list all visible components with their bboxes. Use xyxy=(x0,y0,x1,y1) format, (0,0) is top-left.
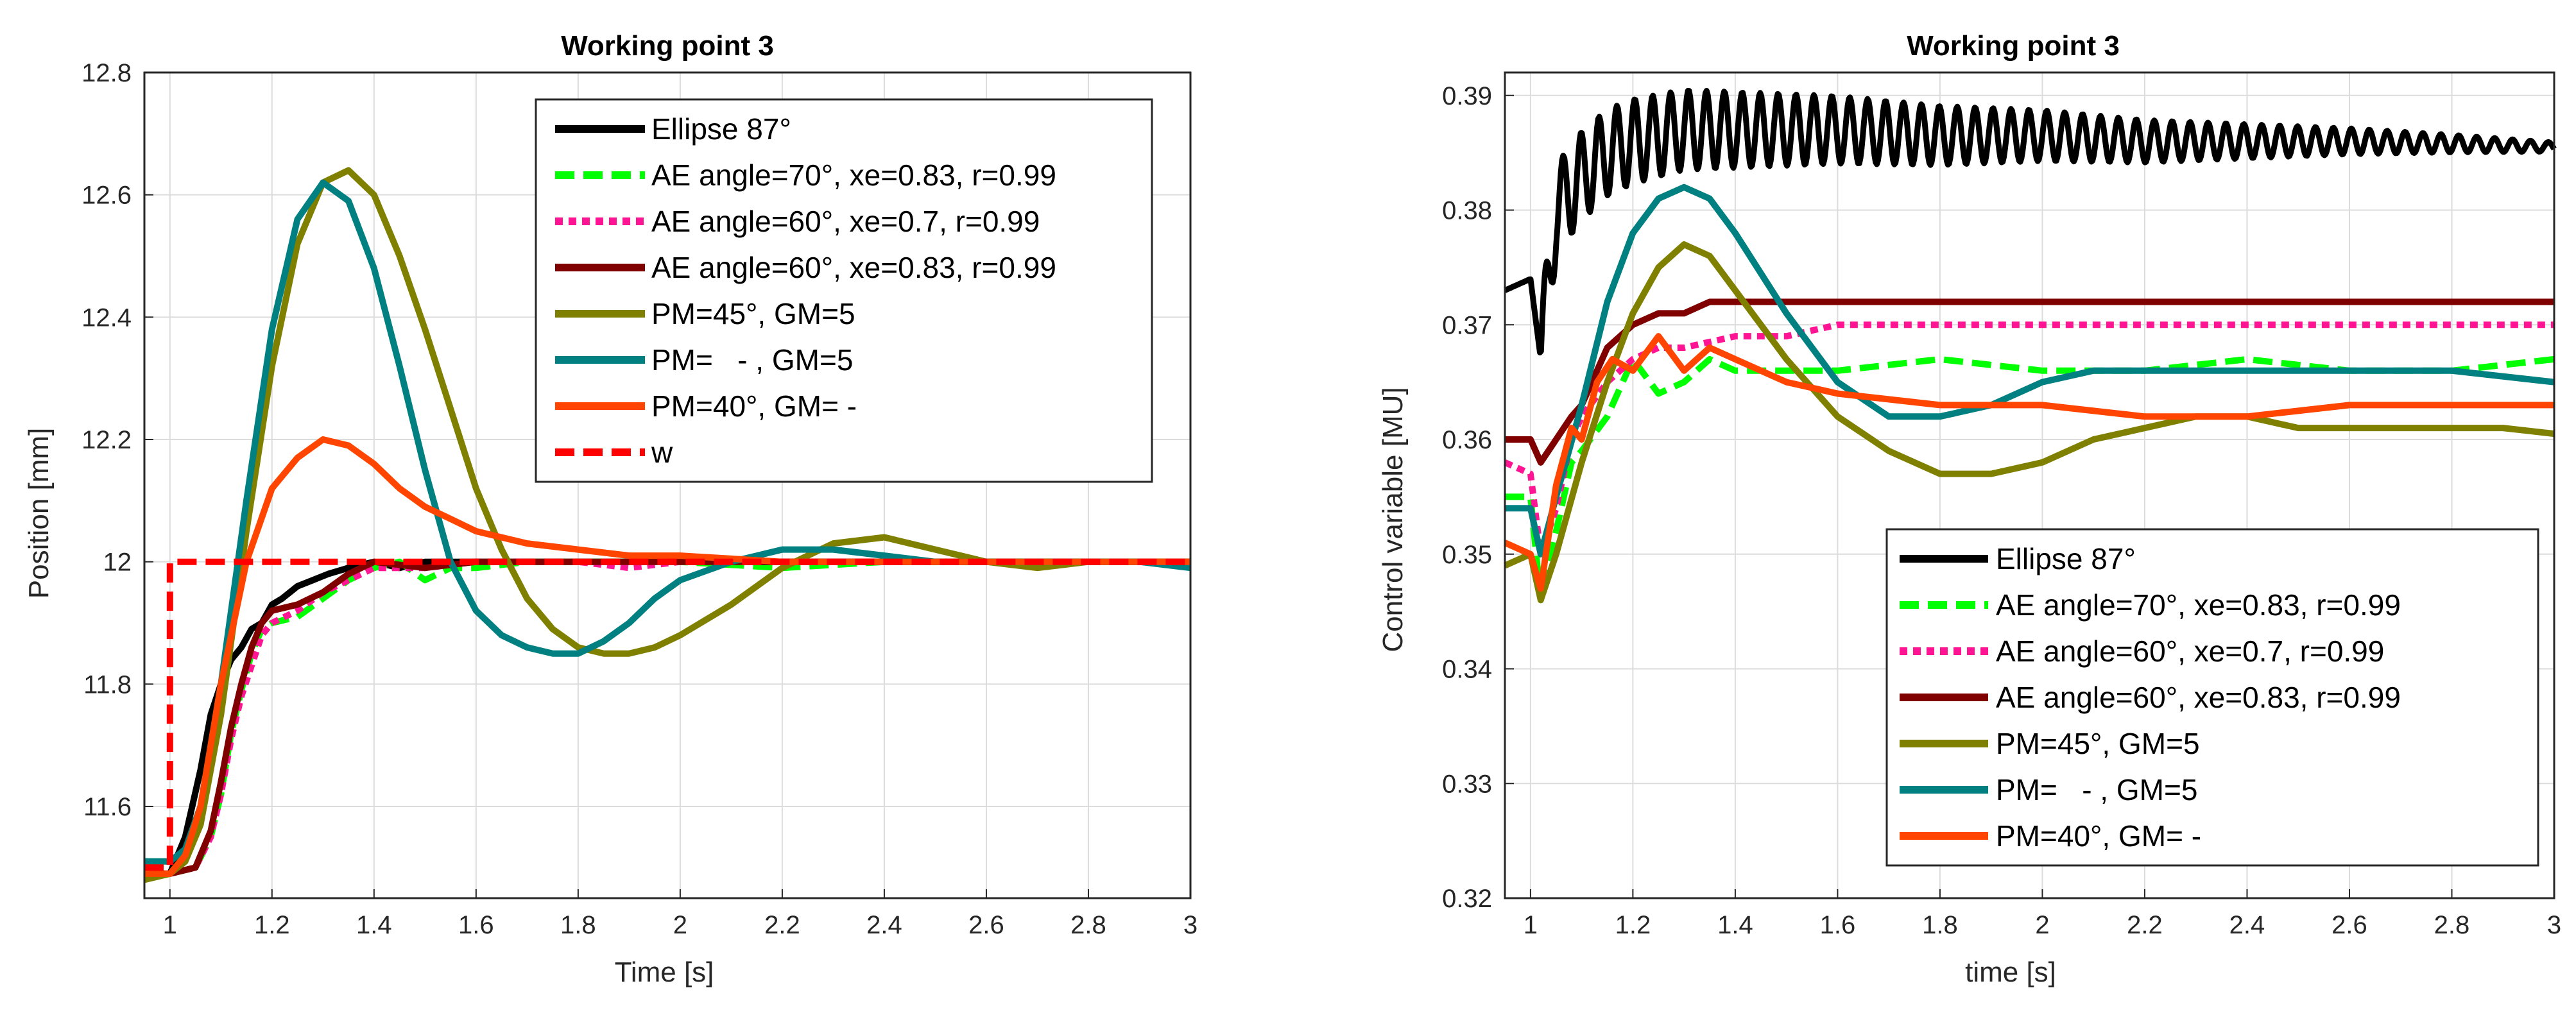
control-legend: Ellipse 87° AE angle=70°, xe=0.83, r=0.99… xyxy=(1885,528,2539,867)
position-series-line-w xyxy=(144,558,1190,871)
control-y-tick-label: 0.34 xyxy=(1442,656,1492,684)
control-y-tick-label: 0.33 xyxy=(1442,770,1492,798)
control-series-line-ae-angle-60-xe-0-83-r-0-99 xyxy=(1505,298,2554,466)
control-legend-label: PM=40°, GM= - xyxy=(1996,819,2201,853)
position-x-tick-label: 1 xyxy=(163,911,177,939)
control-y-tick-label: 0.32 xyxy=(1442,885,1492,913)
position-x-tick-label: 2.6 xyxy=(968,911,1004,939)
control-axes-box xyxy=(1504,71,2555,899)
position-y-tick-label: 12.4 xyxy=(82,303,132,332)
control-series-line-pm-40-gm xyxy=(1503,333,2554,592)
position-legend-label: w xyxy=(651,436,673,469)
control-y-tick-label: 0.39 xyxy=(1442,82,1492,110)
control-y-tick-label: 0.38 xyxy=(1442,197,1492,225)
control-legend-label: PM=45°, GM=5 xyxy=(1996,727,2200,760)
control-x-tick-label: 2.4 xyxy=(2229,911,2265,939)
position-y-axis-label: Position [mm] xyxy=(23,428,55,599)
control-x-axis-label: time [s] xyxy=(1965,957,2056,988)
control-tick-labels: 1 1.2 1.4 1.6 1.8 2 2.2 2.4 2.6 2.8 3 0.32 0.33 0.34 0… xyxy=(1442,82,2561,939)
position-x-tick-label: 1.6 xyxy=(458,911,494,939)
position-legend-label: AE angle=70°, xe=0.83, r=0.99 xyxy=(651,158,1056,192)
position-x-tick-label: 2.8 xyxy=(1070,911,1106,939)
position-y-tick-label: 11.6 xyxy=(83,793,132,821)
control-x-tick-label: 1.8 xyxy=(1922,911,1958,939)
control-series-line-ae-angle-70-xe-0-83-r-0-99 xyxy=(1505,355,2555,604)
control-x-tick-label: 2.8 xyxy=(2434,911,2470,939)
control-legend-label: AE angle=60°, xe=0.83, r=0.99 xyxy=(1996,681,2401,714)
position-legend-label: PM=45°, GM=5 xyxy=(651,297,855,330)
position-x-tick-label: 2.4 xyxy=(866,911,902,939)
position-x-tick-label: 3 xyxy=(1183,911,1198,939)
position-legend-label: AE angle=60°, xe=0.83, r=0.99 xyxy=(651,251,1056,284)
position-legend: Ellipse 87° AE angle=70°, xe=0.83, r=0.99… xyxy=(535,98,1153,483)
control-legend-label: AE angle=60°, xe=0.7, r=0.99 xyxy=(1996,634,2384,668)
control-x-tick-label: 1.2 xyxy=(1615,911,1651,939)
position-y-tick-label: 12.2 xyxy=(82,426,132,454)
control-x-tick-label: 2 xyxy=(2035,911,2049,939)
control-x-tick-label: 2.6 xyxy=(2331,911,2367,939)
position-legend-label: Ellipse 87° xyxy=(651,112,791,146)
position-series xyxy=(143,167,1191,883)
position-y-tick-label: 12.8 xyxy=(82,59,132,87)
control-legend-label: AE angle=70°, xe=0.83, r=0.99 xyxy=(1996,588,2401,622)
control-x-tick-label: 1.6 xyxy=(1820,911,1856,939)
position-x-tick-label: 1.2 xyxy=(254,911,290,939)
position-legend-label: AE angle=60°, xe=0.7, r=0.99 xyxy=(651,205,1040,238)
control-y-tick-label: 0.37 xyxy=(1442,311,1492,339)
position-x-tick-label: 2 xyxy=(673,911,687,939)
position-tick-labels: 1 1.2 1.4 1.6 1.8 2 2.2 2.4 2.6 2.8 3 11.6 11.8 12 12.… xyxy=(82,59,1198,939)
position-chart-title: Working point 3 xyxy=(561,30,774,62)
control-series xyxy=(1503,88,2557,604)
control-legend-label: PM= - , GM=5 xyxy=(1996,773,2197,806)
control-x-tick-label: 1 xyxy=(1524,911,1538,939)
control-x-tick-label: 1.4 xyxy=(1717,911,1753,939)
position-legend-label: PM=40°, GM= - xyxy=(651,389,857,423)
position-x-tick-label: 1.4 xyxy=(356,911,392,939)
position-legend-label: PM= - , GM=5 xyxy=(651,343,853,377)
control-series-line-ellipse-87 xyxy=(1503,88,2557,355)
control-series-line-pm-gm-5 xyxy=(1505,183,2555,558)
control-y-tick-label: 0.36 xyxy=(1442,426,1492,454)
position-x-axis-label: Time [s] xyxy=(615,957,714,988)
control-series-line-pm-45-gm-5 xyxy=(1503,241,2555,604)
control-y-tick-label: 0.35 xyxy=(1442,541,1492,569)
control-legend-label: Ellipse 87° xyxy=(1996,542,2136,575)
control-x-tick-label: 2.2 xyxy=(2127,911,2163,939)
position-y-tick-label: 12 xyxy=(103,549,132,577)
position-x-tick-label: 2.2 xyxy=(764,911,800,939)
control-chart-title: Working point 3 xyxy=(1907,30,2120,62)
control-legend-box xyxy=(1885,528,2539,867)
control-y-axis-label: Control variable [MU] xyxy=(1377,387,1409,652)
position-legend-box xyxy=(535,98,1153,483)
position-y-tick-label: 12.6 xyxy=(82,182,132,210)
control-variable-chart: 1 1.2 1.4 1.6 1.8 2 2.2 2.4 2.6 2.8 3 0.32 0.33 0.34 0… xyxy=(1377,30,2561,988)
position-axes-box xyxy=(143,71,1192,899)
position-y-tick-label: 11.8 xyxy=(83,670,132,699)
control-x-tick-label: 3 xyxy=(2547,911,2561,939)
position-x-tick-label: 1.8 xyxy=(560,911,596,939)
position-chart: 1 1.2 1.4 1.6 1.8 2 2.2 2.4 2.6 2.8 3 11.6 11.8 12 12.… xyxy=(23,30,1198,988)
position-series-line-pm-45-gm-5 xyxy=(143,167,1190,883)
